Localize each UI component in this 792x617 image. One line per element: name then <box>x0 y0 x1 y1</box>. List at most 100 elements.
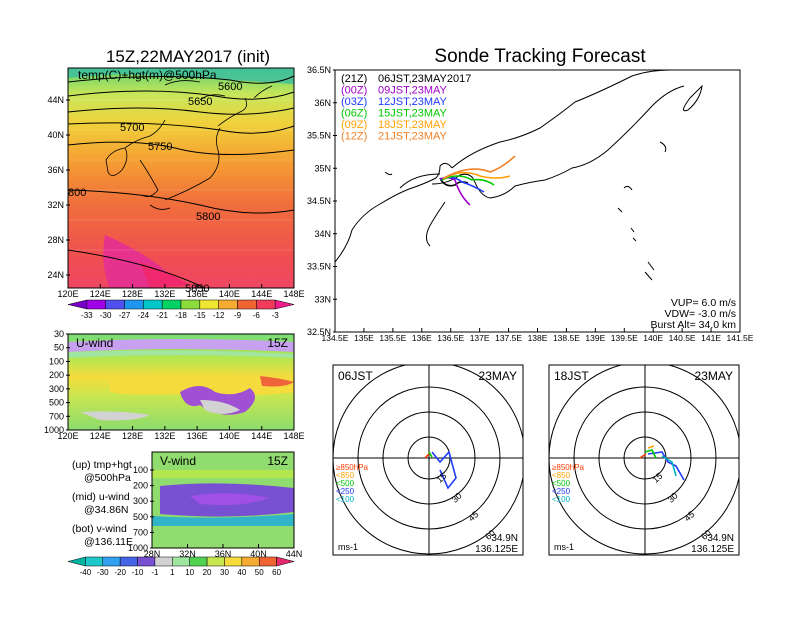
level-legend: <100 <box>336 495 355 504</box>
lat-tick-label: 32.5N <box>307 327 331 337</box>
colorbar-label: -1 <box>151 568 159 577</box>
legend-run: (00Z) <box>341 85 367 97</box>
lon-tick-label: 141.5E <box>727 333 754 343</box>
ring-label: 60 <box>699 528 713 542</box>
lat-tick-label: 24N <box>47 270 64 280</box>
lat-tick-label: 36N <box>314 98 331 108</box>
note-line: (up) tmp+hgt <box>72 459 132 471</box>
polar-right: 23MAY <box>479 369 517 383</box>
contour-label: 800 <box>68 187 86 199</box>
colorbar-label: 30 <box>220 568 229 577</box>
lat-tick-label: 44N <box>286 549 303 559</box>
legend-time: 18JST,23MAY <box>378 119 448 131</box>
colorbar-label: -10 <box>132 568 144 577</box>
colorbar-label: -12 <box>213 311 225 320</box>
colorbar-label: -30 <box>100 311 112 320</box>
lon-tick-label: 136.5E <box>437 333 464 343</box>
ring-label: 45 <box>466 509 480 523</box>
lon-tick-label: 148E <box>283 289 304 299</box>
v-wind-time: 15Z <box>267 454 288 468</box>
lat-tick-label: 36N <box>47 165 64 175</box>
lon-tick-label: 144E <box>251 289 272 299</box>
level-legend: <250 <box>552 487 571 496</box>
colorbar-label: 1 <box>170 568 175 577</box>
panel-500hpa: temp(C)+hgt(m)@500hPa 5600 5650 5700 575… <box>47 67 305 299</box>
colorbar-swatch <box>67 556 86 567</box>
colorbar-swatch <box>102 556 121 567</box>
lon-tick-label: 120E <box>57 289 78 299</box>
colorbar-swatch <box>154 556 173 567</box>
note-line: @500hPa <box>84 472 131 484</box>
level-legend: <250 <box>336 487 355 496</box>
lat-tick-label: 36.5N <box>307 65 331 75</box>
panel-500-label: temp(C)+hgt(m)@500hPa <box>78 68 217 82</box>
u-wind-time: 15Z <box>267 336 288 350</box>
lon-tick-label: 120E <box>57 431 78 441</box>
polar-plot-06jst: 06JST 23MAY 15 30 45 60 ≥850hPa <850 <50… <box>332 364 524 556</box>
colorbar-label: 10 <box>185 568 194 577</box>
lon-tick-label: 139.5E <box>611 333 638 343</box>
pressure-tick-label: 100 <box>133 465 148 475</box>
lon-tick-label: 137.5E <box>495 333 522 343</box>
lat-tick-label: 33.5N <box>307 262 331 272</box>
lon-tick-label: 140E <box>219 289 240 299</box>
ring-label: 45 <box>682 509 696 523</box>
ring-label: 30 <box>450 491 464 505</box>
legend-run: (21Z) <box>341 73 367 85</box>
lat-tick-label: 32N <box>179 549 196 559</box>
contour-label: 5750 <box>148 141 172 153</box>
colorbar-swatch <box>206 556 225 567</box>
lat-tick-label: 28N <box>47 235 64 245</box>
polar-lon: 136.125E <box>475 544 518 555</box>
lat-tick-label: 36N <box>215 549 232 559</box>
level-legend: <850 <box>552 471 571 480</box>
lon-tick-label: 134.5E <box>322 333 349 343</box>
legend-run: (09Z) <box>341 119 367 131</box>
colorbar-label: -15 <box>194 311 206 320</box>
colorbar-swatch <box>274 299 295 310</box>
lon-tick-label: 137E <box>470 333 490 343</box>
legend-time: 09JST,23MAY <box>378 85 448 97</box>
colorbar-swatch <box>85 556 104 567</box>
colorbar-swatch <box>172 556 190 567</box>
colorbar-label: -27 <box>119 311 131 320</box>
lon-tick-label: 148E <box>283 431 304 441</box>
lon-tick-label: 141E <box>701 333 721 343</box>
legend-run: (06Z) <box>341 108 367 120</box>
lon-tick-label: 140E <box>219 431 240 441</box>
lat-tick-label: 35N <box>314 163 331 173</box>
colorbar-swatch <box>143 299 163 310</box>
polar-right: 23MAY <box>695 369 733 383</box>
ring-label: 60 <box>483 528 497 542</box>
colorbar-label: 60 <box>272 568 281 577</box>
level-legend: ≥850hPa <box>336 463 369 472</box>
contour-label: 5700 <box>120 122 144 134</box>
sonde-param: VUP= 6.0 m/s <box>671 297 736 309</box>
polar-left: 18JST <box>554 369 589 383</box>
colorbar-swatch <box>218 299 238 310</box>
colorbar-label: -18 <box>175 311 187 320</box>
colorbar-swatch <box>224 556 243 567</box>
lon-tick-label: 124E <box>90 431 111 441</box>
pressure-tick-label: 700 <box>49 411 64 421</box>
lon-tick-label: 140.5E <box>669 333 696 343</box>
legend-time: 15JST,23MAY <box>378 108 448 120</box>
polar-lat: 34.9N <box>707 533 734 544</box>
note-line: (bot) v-wind <box>72 523 127 535</box>
lon-tick-label: 132E <box>154 289 175 299</box>
pressure-tick-label: 50 <box>54 343 64 353</box>
polar-lon: 136.125E <box>691 544 734 555</box>
level-legend: <850 <box>336 471 355 480</box>
colorbar-label: 40 <box>237 568 246 577</box>
u-wind-label: U-wind <box>76 336 113 350</box>
sonde-param: Burst Alt= 34.0 km <box>651 319 737 331</box>
polar-left: 06JST <box>338 369 373 383</box>
lat-tick-label: 32N <box>47 200 64 210</box>
colorbar-swatch <box>258 556 277 567</box>
lon-tick-label: 135E <box>354 333 374 343</box>
lat-tick-label: 35.5N <box>307 131 331 141</box>
colorbar-label: -21 <box>156 311 168 320</box>
contour-label: 5800 <box>196 211 220 223</box>
lon-tick-label: 135.5E <box>379 333 406 343</box>
